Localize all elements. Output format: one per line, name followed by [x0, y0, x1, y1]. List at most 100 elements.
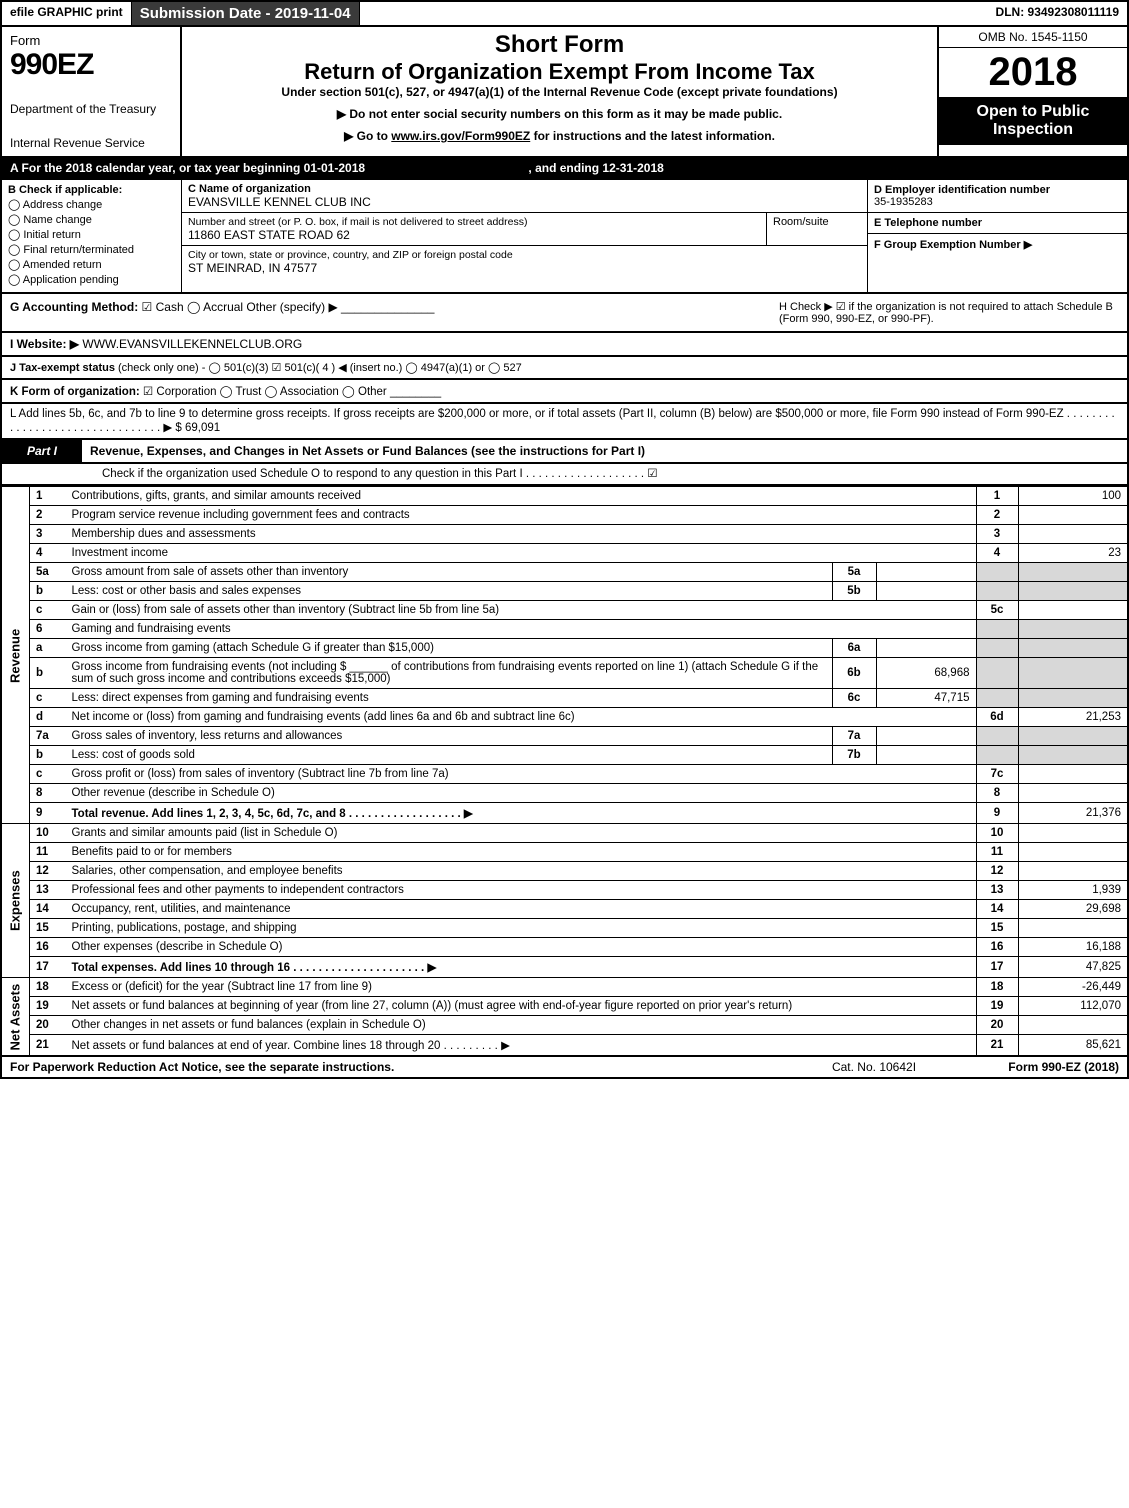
line-box: 2: [976, 506, 1018, 525]
line-row: 11Benefits paid to or for members11: [1, 843, 1128, 862]
paperwork-notice: For Paperwork Reduction Act Notice, see …: [10, 1060, 799, 1074]
line-box: 14: [976, 900, 1018, 919]
line-number: 3: [30, 525, 66, 544]
line-box: 1: [976, 487, 1018, 506]
line-row: 8Other revenue (describe in Schedule O)8: [1, 784, 1128, 803]
mid-box: 6a: [832, 639, 876, 658]
line-number: 15: [30, 919, 66, 938]
addr-value: 11860 EAST STATE ROAD 62: [188, 228, 350, 242]
line-amount: 23: [1018, 544, 1128, 563]
line-row: 2Program service revenue including gover…: [1, 506, 1128, 525]
line-desc: Other revenue (describe in Schedule O): [66, 784, 977, 803]
org-name-value: EVANSVILLE KENNEL CLUB INC: [188, 195, 371, 209]
box-b-header: B Check if applicable:: [8, 184, 175, 196]
period-end: , and ending 12-31-2018: [528, 161, 663, 175]
line-desc: Gaming and fundraising events: [66, 620, 977, 639]
line-box: 7c: [976, 765, 1018, 784]
line-row: cGross profit or (loss) from sales of in…: [1, 765, 1128, 784]
line-desc: Investment income: [66, 544, 977, 563]
box-g: G Accounting Method: ☑ Cash ◯ Accrual Ot…: [10, 300, 779, 325]
line-desc: Other changes in net assets or fund bala…: [66, 1016, 977, 1035]
form-ref: Form 990-EZ (2018): [949, 1060, 1119, 1074]
formorg-opts[interactable]: ☑ Corporation ◯ Trust ◯ Association ◯ Ot…: [143, 386, 441, 398]
amt-shade: [1018, 658, 1128, 689]
line-box: 17: [976, 957, 1018, 978]
line-number: b: [30, 582, 66, 601]
box-h[interactable]: H Check ▶ ☑ if the organization is not r…: [779, 300, 1119, 325]
amt-shade: [1018, 582, 1128, 601]
taxexempt-opts[interactable]: (check only one) - ◯ 501(c)(3) ☑ 501(c)(…: [118, 362, 522, 374]
line-box: 16: [976, 938, 1018, 957]
box-i: I Website: ▶ WWW.EVANSVILLEKENNELCLUB.OR…: [0, 333, 1129, 357]
line-number: a: [30, 639, 66, 658]
line-amount: [1018, 919, 1128, 938]
line-number: 6: [30, 620, 66, 639]
accounting-line[interactable]: ______________: [341, 300, 434, 314]
addr-label: Number and street (or P. O. box, if mail…: [188, 216, 527, 228]
line-row: cLess: direct expenses from gaming and f…: [1, 689, 1128, 708]
line-desc: Net assets or fund balances at beginning…: [66, 997, 977, 1016]
box-shade: [976, 727, 1018, 746]
checkbox-item[interactable]: ◯ Initial return: [8, 228, 175, 241]
dln-label: DLN: 93492308011119: [988, 2, 1127, 25]
line-row: 4Investment income423: [1, 544, 1128, 563]
box-shade: [976, 658, 1018, 689]
line-desc: Gain or (loss) from sale of assets other…: [66, 601, 977, 620]
checkbox-item[interactable]: ◯ Amended return: [8, 258, 175, 271]
line-row: aGross income from gaming (attach Schedu…: [1, 639, 1128, 658]
line-number: 13: [30, 881, 66, 900]
line-number: 12: [30, 862, 66, 881]
period-begin: A For the 2018 calendar year, or tax yea…: [10, 161, 365, 175]
form-word: Form: [10, 33, 172, 48]
line-number: d: [30, 708, 66, 727]
checkbox-item[interactable]: ◯ Address change: [8, 198, 175, 211]
form-code: 990EZ: [10, 48, 172, 82]
open-public-badge: Open to Public Inspection: [939, 97, 1127, 145]
line-row: bLess: cost or other basis and sales exp…: [1, 582, 1128, 601]
checkbox-item[interactable]: ◯ Name change: [8, 213, 175, 226]
amt-shade: [1018, 620, 1128, 639]
mid-amount: [876, 727, 976, 746]
box-j: J Tax-exempt status (check only one) - ◯…: [0, 357, 1129, 380]
line-number: c: [30, 689, 66, 708]
header-right: OMB No. 1545-1150 2018 Open to Public In…: [937, 27, 1127, 156]
mid-box: 7a: [832, 727, 876, 746]
accounting-label: G Accounting Method:: [10, 300, 138, 314]
checkbox-item[interactable]: ◯ Application pending: [8, 273, 175, 286]
line-amount: [1018, 784, 1128, 803]
omb-number: OMB No. 1545-1150: [939, 27, 1127, 48]
city-row: City or town, state or province, country…: [182, 246, 867, 278]
line-box: 6d: [976, 708, 1018, 727]
amt-shade: [1018, 746, 1128, 765]
line-row: 17Total expenses. Add lines 10 through 1…: [1, 957, 1128, 978]
line-row: 15Printing, publications, postage, and s…: [1, 919, 1128, 938]
line-desc: Benefits paid to or for members: [66, 843, 977, 862]
box-shade: [976, 746, 1018, 765]
line-desc: Gross profit or (loss) from sales of inv…: [66, 765, 977, 784]
line-box: 18: [976, 978, 1018, 997]
line-desc: Contributions, gifts, grants, and simila…: [66, 487, 977, 506]
website-value[interactable]: WWW.EVANSVILLEKENNELCLUB.ORG: [82, 337, 302, 351]
line-amount: 85,621: [1018, 1035, 1128, 1057]
line-desc: Professional fees and other payments to …: [66, 881, 977, 900]
line-desc: Grants and similar amounts paid (list in…: [66, 824, 977, 843]
room-suite: Room/suite: [767, 213, 867, 246]
part1-header: Part I Revenue, Expenses, and Changes in…: [0, 440, 1129, 464]
line-box: 20: [976, 1016, 1018, 1035]
part1-sub[interactable]: Check if the organization used Schedule …: [0, 464, 1129, 486]
city-value: ST MEINRAD, IN 47577: [188, 261, 317, 275]
submission-date: Submission Date - 2019-11-04: [132, 2, 360, 25]
irs-link[interactable]: www.irs.gov/Form990EZ: [391, 129, 530, 143]
dept-treasury: Department of the Treasury: [10, 102, 172, 116]
line-row: 13Professional fees and other payments t…: [1, 881, 1128, 900]
dept-irs: Internal Revenue Service: [10, 136, 172, 150]
efile-label[interactable]: efile GRAPHIC print: [2, 2, 132, 25]
section-label: Revenue: [1, 487, 30, 824]
section-label: Net Assets: [1, 978, 30, 1057]
ssn-note: ▶ Do not enter social security numbers o…: [192, 107, 927, 121]
lines-table: Revenue 1Contributions, gifts, grants, an…: [0, 486, 1129, 1057]
mid-amount: [876, 746, 976, 765]
checkbox-item[interactable]: ◯ Final return/terminated: [8, 243, 175, 256]
accounting-opts[interactable]: ☑ Cash ◯ Accrual Other (specify) ▶: [142, 300, 338, 314]
line-box: 19: [976, 997, 1018, 1016]
